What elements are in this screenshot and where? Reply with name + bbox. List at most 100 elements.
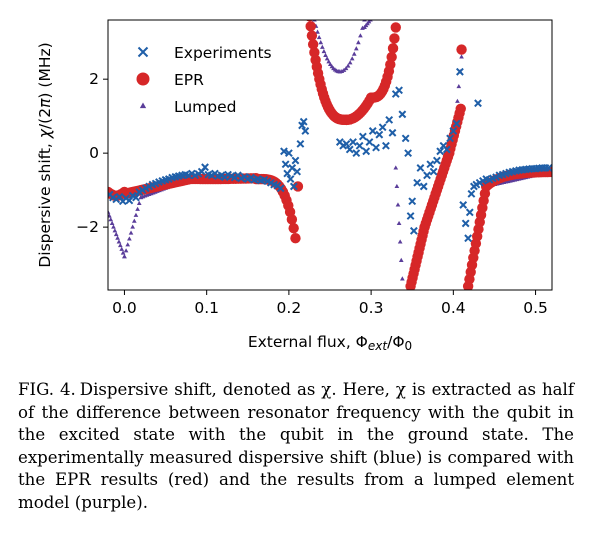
lumped-point	[116, 239, 122, 244]
lumped-point	[120, 250, 126, 255]
experiment-point	[293, 167, 302, 176]
caption-label: FIG. 4.	[18, 380, 76, 399]
plot-marks	[108, 6, 552, 290]
lumped-point	[395, 202, 401, 207]
experiment-point	[461, 219, 470, 228]
experiment-point	[382, 141, 390, 150]
lumped-point	[373, 12, 378, 16]
dispersive-shift-chart: 0.0 0.1 0.2 0.3 0.4 0.5 −2 0 2 External flux, Φe…	[36, 6, 553, 353]
lumped-point	[127, 236, 132, 241]
experiment-point	[432, 156, 441, 165]
lumped-point	[112, 228, 118, 233]
experiment-point	[446, 134, 454, 143]
experiment-point	[352, 149, 361, 158]
lumped-point	[108, 217, 114, 222]
lumped-point	[122, 254, 127, 259]
x-tick-label: 0.5	[523, 299, 548, 317]
lumped-point	[323, 52, 328, 57]
lumped-point	[131, 218, 137, 223]
figure-caption: FIG. 4. Dispersive shift, denoted as χ. H…	[18, 379, 574, 514]
experiment-point	[299, 117, 308, 126]
lumped-point	[349, 56, 355, 61]
epr-point	[455, 103, 466, 114]
y-tick-label: 0	[89, 144, 99, 162]
experiment-point	[413, 178, 422, 187]
x-tick-label: 0.3	[359, 299, 384, 317]
lumped-point	[394, 183, 400, 188]
epr-point	[290, 233, 301, 244]
experiment-point	[345, 145, 354, 154]
legend-experiments-marker	[137, 46, 149, 58]
legend-label: EPR	[174, 71, 204, 89]
legend: Experiments EPR Lumped	[136, 44, 272, 116]
lumped-point	[455, 98, 460, 103]
caption-text: Dispersive shift, denoted as χ. Here, χ …	[18, 380, 574, 512]
lumped-point	[351, 51, 357, 56]
experiment-point	[358, 132, 367, 141]
lumped-point	[456, 83, 462, 89]
epr-point	[387, 43, 399, 54]
legend-lumped-marker	[139, 102, 147, 109]
lumped-point	[315, 29, 320, 34]
lumped-point	[326, 59, 332, 64]
epr-point	[456, 44, 467, 55]
experiment-point	[409, 226, 418, 235]
lumped-point	[115, 235, 120, 240]
lumped-point	[396, 220, 402, 225]
lumped-point	[109, 220, 115, 225]
lumped-point	[459, 54, 464, 59]
experiment-point	[404, 149, 413, 158]
experiment-point	[408, 197, 417, 206]
experiment-point	[452, 119, 461, 128]
experiment-point	[423, 171, 431, 180]
epr-point	[390, 22, 401, 33]
x-tick-label: 0.2	[277, 299, 302, 317]
experiment-point	[449, 127, 458, 135]
plot-frame	[107, 19, 553, 291]
y-tick-label: 2	[89, 70, 99, 88]
lumped-point	[366, 20, 372, 24]
lumped-point	[130, 224, 136, 229]
experiment-point	[378, 123, 387, 132]
lumped-point	[133, 212, 139, 217]
experiment-point	[301, 127, 310, 135]
x-tick-label: 0.0	[112, 299, 137, 317]
experiment-point	[426, 160, 435, 169]
y-axis-title: Dispersive shift, χ/(2π) (MHz)	[36, 42, 54, 267]
experiment-point	[464, 234, 473, 243]
y-tick-label: −2	[76, 218, 99, 236]
experiment-point	[125, 196, 134, 205]
experiment-point	[401, 134, 410, 143]
experiment-point	[342, 139, 351, 148]
legend-label: Experiments	[174, 44, 272, 62]
experiment-point	[132, 193, 140, 202]
epr-point	[307, 39, 319, 50]
lumped-point	[108, 213, 112, 218]
experiment-point	[201, 163, 209, 172]
experiment-point	[467, 189, 476, 198]
experiment-point	[281, 160, 290, 169]
legend-epr-marker	[136, 72, 150, 86]
lumped-point	[125, 242, 131, 247]
lumped-point	[343, 65, 349, 71]
experiment-point	[416, 164, 425, 172]
lumped-point	[398, 257, 404, 262]
lumped-point	[136, 200, 142, 206]
lumped-point	[374, 10, 379, 14]
lumped-point	[113, 231, 119, 237]
experiment-point	[355, 141, 364, 150]
experiment-point	[395, 86, 403, 95]
epr-point	[305, 21, 316, 32]
lumped-point	[117, 243, 123, 248]
experiment-point	[406, 212, 415, 220]
lumped-point	[356, 40, 361, 45]
experiment-point	[284, 149, 293, 158]
lumped-point	[358, 33, 363, 38]
lumped-point	[377, 6, 382, 10]
experiment-point	[385, 115, 394, 124]
lumped-point	[345, 63, 351, 68]
experiment-point	[419, 182, 428, 191]
experiment-point	[280, 147, 288, 156]
lumped-point	[320, 44, 325, 49]
experiment-point	[349, 138, 357, 146]
